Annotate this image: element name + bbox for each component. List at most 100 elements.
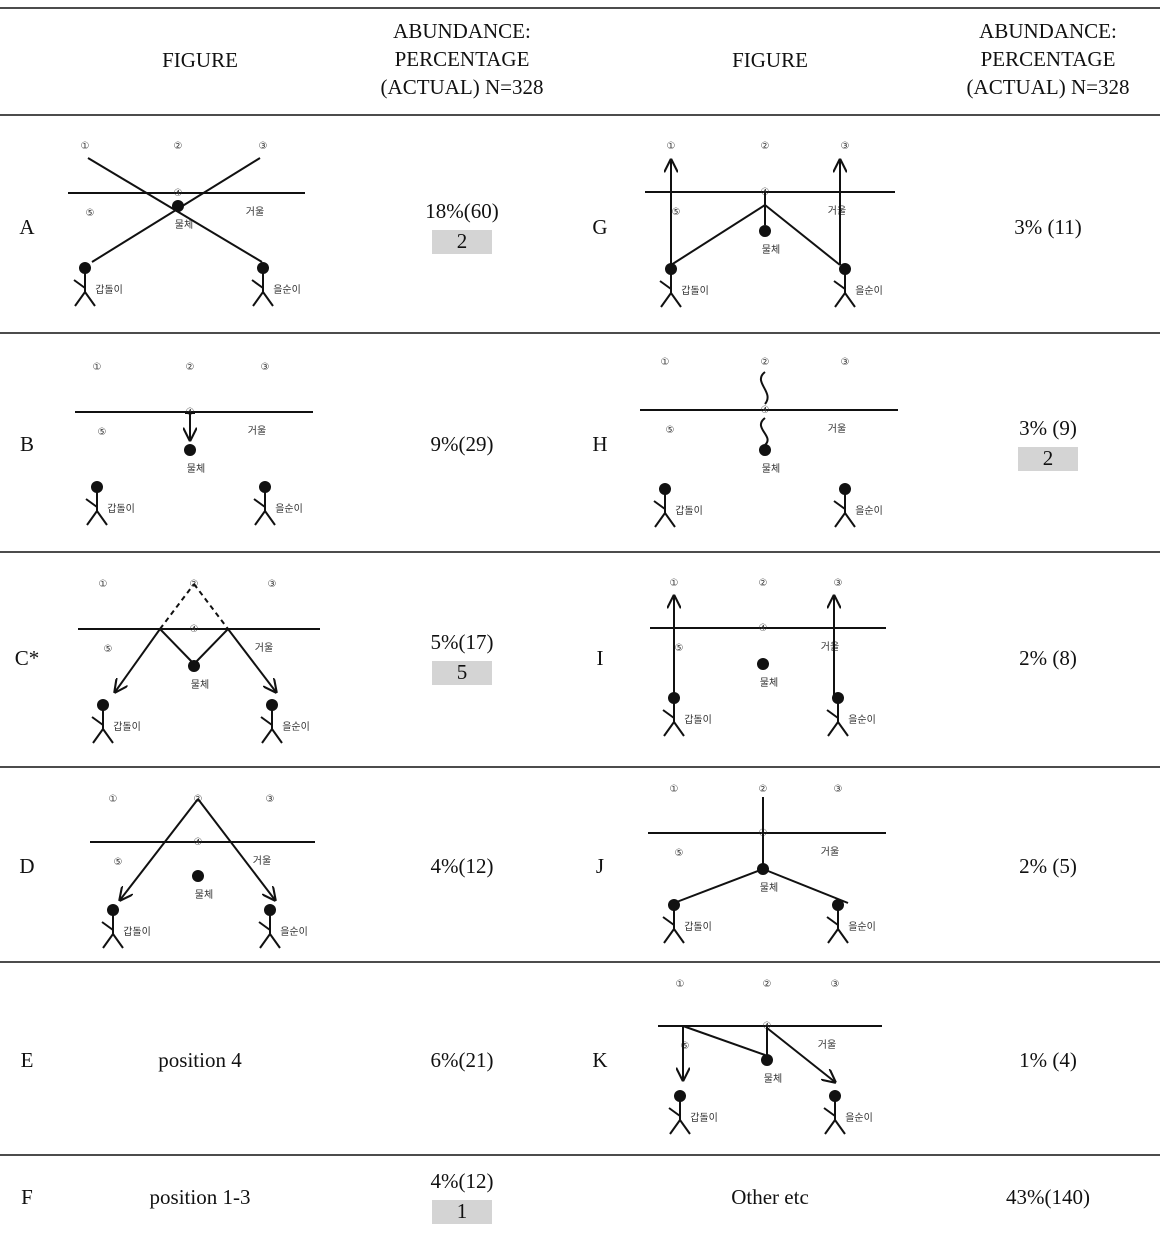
header-abundance: PERCENTAGE <box>395 47 530 71</box>
person-head <box>97 699 109 711</box>
ray <box>671 205 765 265</box>
object-dot <box>184 444 196 456</box>
position-label: ② <box>174 141 183 152</box>
position-label: ② <box>761 357 770 368</box>
abundance: 18%(60) <box>425 199 498 223</box>
diagram: ①②③④⑤거울물체갑돌이을순이 <box>68 141 305 306</box>
mirror-label: 거울 <box>818 1039 836 1051</box>
abundance: 3% (11) <box>1014 215 1081 239</box>
object-dot <box>192 870 204 882</box>
row-label: K <box>592 1048 607 1072</box>
person-label: 갑돌이 <box>690 1112 718 1124</box>
position-label: ① <box>670 784 679 795</box>
position-label: ② <box>761 141 770 152</box>
ray <box>115 629 160 692</box>
object-label: 물체 <box>764 1073 782 1085</box>
position-label: ① <box>93 362 102 373</box>
abundance: 4%(12) <box>431 854 494 878</box>
diagram: ①②③④⑤거울물체갑돌이을순이 <box>658 979 882 1134</box>
person-body <box>654 494 675 527</box>
header-abundance: ABUNDANCE: <box>979 19 1117 43</box>
person-head <box>266 699 278 711</box>
position-label: ② <box>763 979 772 990</box>
person-body <box>824 1101 845 1134</box>
position-label: ⑤ <box>681 1041 690 1052</box>
person-label: 갑돌이 <box>113 721 141 733</box>
position-label: ① <box>99 579 108 590</box>
ray <box>761 372 768 404</box>
person-head <box>91 481 103 493</box>
person-body <box>834 274 855 307</box>
row-label: J <box>596 854 604 878</box>
diagram: ①②③④⑤거울물체갑돌이을순이 <box>650 578 886 736</box>
mirror-label: 거울 <box>828 205 846 217</box>
person-body <box>254 492 275 525</box>
position-label: ⑤ <box>666 425 675 436</box>
ray <box>761 418 768 445</box>
position-label: ③ <box>841 141 850 152</box>
figure-text: position 4 <box>158 1048 242 1072</box>
position-label: ① <box>676 979 685 990</box>
person-head <box>107 904 119 916</box>
person-head <box>264 904 276 916</box>
row-label: I <box>597 646 604 670</box>
position-label: ② <box>759 578 768 589</box>
mirror-label: 거울 <box>821 641 839 653</box>
row-label: E <box>21 1048 34 1072</box>
row-label: D <box>19 854 34 878</box>
position-label: ③ <box>841 357 850 368</box>
abundance: 9%(29) <box>431 432 494 456</box>
position-label: ③ <box>266 794 275 805</box>
person-label: 갑돌이 <box>123 926 151 938</box>
position-label: ③ <box>834 578 843 589</box>
position-label: ① <box>81 141 90 152</box>
mirror-label: 거울 <box>253 855 271 867</box>
person-head <box>829 1090 841 1102</box>
position-label: ⑤ <box>98 427 107 438</box>
diagram: ①②③④⑤거울물체갑돌이을순이 <box>640 357 898 527</box>
mirror-label: 거울 <box>246 206 264 218</box>
table: FIGURE ABUNDANCE: PERCENTAGE (ACTUAL) N=328… <box>0 0 1162 1233</box>
position-label: ② <box>186 362 195 373</box>
person-body <box>74 273 95 306</box>
person-label: 을순이 <box>273 284 301 296</box>
note: 2 <box>1043 446 1054 470</box>
ray <box>120 799 198 900</box>
person-body <box>669 1101 690 1134</box>
mirror-label: 거울 <box>828 423 846 435</box>
header-abundance: (ACTUAL) N=328 <box>381 75 544 99</box>
position-label: ⑤ <box>114 857 123 868</box>
object-label: 물체 <box>195 889 213 901</box>
object-label: 물체 <box>762 244 780 256</box>
position-label: ④ <box>761 405 770 416</box>
page: FIGURE ABUNDANCE: PERCENTAGE (ACTUAL) N=328… <box>0 0 1162 1233</box>
object-dot <box>759 444 771 456</box>
object-label: 물체 <box>175 219 193 231</box>
position-label: ④ <box>759 623 768 634</box>
header-figure: FIGURE <box>732 48 808 72</box>
figure-text: Other etc <box>731 1185 809 1209</box>
ray <box>160 584 194 629</box>
diagram: ①②③④⑤거울물체갑돌이을순이 <box>645 141 895 307</box>
position-label: ④ <box>194 837 203 848</box>
person-body <box>252 273 273 306</box>
person-body <box>259 915 280 948</box>
position-label: ① <box>670 578 679 589</box>
person-label: 갑돌이 <box>681 285 709 297</box>
mirror-label: 거울 <box>255 642 273 654</box>
position-label: ① <box>661 357 670 368</box>
position-label: ⑤ <box>672 207 681 218</box>
person-label: 을순이 <box>855 285 883 297</box>
person-body <box>92 710 113 743</box>
position-label: ④ <box>190 624 199 635</box>
abundance: 5%(17) <box>431 630 494 654</box>
abundance: 3% (9) <box>1019 416 1077 440</box>
row-label: G <box>592 215 607 239</box>
row-label: H <box>592 432 607 456</box>
ray <box>194 584 228 629</box>
person-label: 갑돌이 <box>675 505 703 517</box>
note: 1 <box>457 1199 468 1223</box>
abundance: 1% (4) <box>1019 1048 1077 1072</box>
